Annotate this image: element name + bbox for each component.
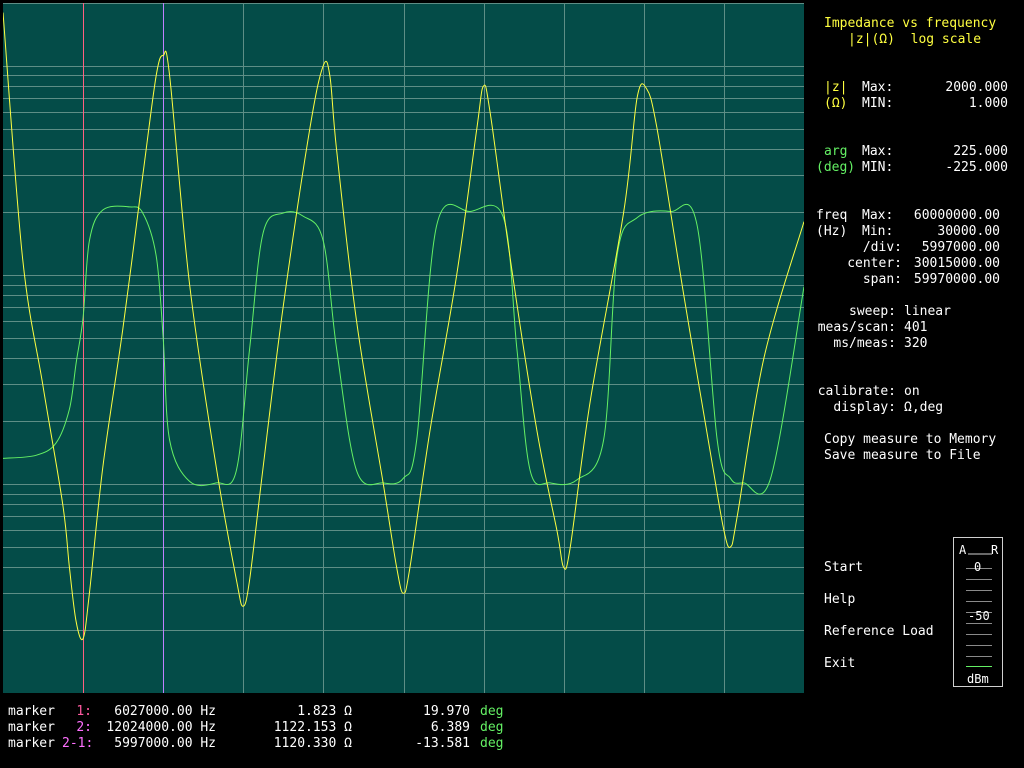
marker-label: marker: [8, 704, 55, 719]
marker-phase-unit: deg: [480, 704, 504, 719]
panel-title: Impedance vs frequency: [824, 16, 997, 31]
center-label: center:: [847, 256, 902, 271]
z-max-label: Max:: [862, 80, 894, 95]
save-to-file-button[interactable]: Save measure to File: [824, 448, 981, 463]
span-value: 59970000.00: [913, 272, 1000, 287]
arg-min-value: -225.000: [945, 160, 1008, 175]
meter-minus50-label: -50: [968, 609, 990, 623]
marker-id: 2-1:: [62, 736, 94, 751]
marker-freq: 12024000.00 Hz: [106, 720, 216, 735]
marker-freq: 5997000.00 Hz: [114, 736, 216, 751]
arg-unit: (deg): [816, 160, 856, 175]
freq-unit: (Hz): [816, 224, 848, 239]
meter-scale: [966, 553, 992, 667]
z-min-label: MIN:: [862, 96, 894, 111]
arg-label: arg: [824, 144, 848, 159]
span-label: span:: [862, 272, 902, 287]
meas-scan-label: meas/scan:: [817, 320, 896, 335]
freq-label: freq: [816, 208, 848, 223]
arg-min-label: MIN:: [862, 160, 894, 175]
ms-meas-label: ms/meas:: [833, 336, 896, 351]
calibrate-label: calibrate:: [817, 384, 896, 399]
meas-scan-value: 401: [904, 320, 928, 335]
z-label: |z|: [824, 80, 848, 95]
marker-phase: 6.389: [430, 720, 470, 735]
div-label: /div:: [862, 240, 902, 255]
marker-phase-unit: deg: [480, 736, 504, 751]
display-value: Ω,deg: [904, 400, 944, 415]
meter-a-label: A: [959, 543, 967, 557]
calibrate-value: on: [904, 384, 920, 399]
meter-zero-label: 0: [974, 560, 982, 574]
vertical-gridlines: [83, 3, 725, 693]
freq-max-value: 60000000.00: [913, 208, 1000, 223]
freq-min-label: Min:: [862, 224, 894, 239]
marker-impedance: 1.823 Ω: [297, 704, 352, 719]
z-min-value: 1.000: [968, 96, 1008, 111]
reference-load-button[interactable]: Reference Load: [824, 624, 934, 639]
panel-subtitle: |z|(Ω) log scale: [848, 32, 982, 47]
z-unit: (Ω): [824, 96, 848, 111]
magnitude-trace: [3, 12, 804, 641]
marker-label: marker: [8, 736, 55, 751]
ms-meas-value: 320: [904, 336, 928, 351]
marker-id: 1:: [76, 704, 92, 719]
log-gridlines: [3, 3, 804, 631]
z-max-value: 2000.000: [945, 80, 1008, 95]
plot-canvas: [3, 3, 804, 693]
start-button[interactable]: Start: [824, 560, 864, 575]
marker-impedance: 1122.153 Ω: [273, 720, 352, 735]
marker-phase: -13.581: [415, 736, 470, 751]
freq-max-label: Max:: [862, 208, 894, 223]
center-value: 30015000.00: [913, 256, 1000, 271]
marker-readout: marker 1: 6027000.00 Hz 1.823 Ω 19.970 d…: [0, 700, 1024, 768]
marker-phase-unit: deg: [480, 720, 504, 735]
freq-min-value: 30000.00: [937, 224, 1000, 239]
arg-max-value: 225.000: [953, 144, 1008, 159]
level-meter: A R 0 -50 dBm: [953, 537, 1003, 687]
div-value: 5997000.00: [921, 240, 1000, 255]
settings-panel: Impedance vs frequency |z|(Ω) log scale …: [810, 0, 1020, 700]
marker-id: 2:: [76, 720, 92, 735]
arg-max-label: Max:: [862, 144, 894, 159]
impedance-plot[interactable]: [3, 3, 804, 693]
sweep-label: sweep:: [849, 304, 896, 319]
marker-freq: 6027000.00 Hz: [114, 704, 216, 719]
help-button[interactable]: Help: [824, 592, 856, 607]
meter-unit-label: dBm: [967, 672, 989, 686]
marker-phase: 19.970: [423, 704, 470, 719]
exit-button[interactable]: Exit: [824, 656, 856, 671]
copy-to-memory-button[interactable]: Copy measure to Memory: [824, 432, 997, 447]
marker-label: marker: [8, 720, 55, 735]
sweep-value: linear: [904, 304, 951, 319]
phase-trace: [3, 203, 804, 495]
meter-r-label: R: [991, 543, 999, 557]
display-label: display:: [833, 400, 896, 415]
marker-impedance: 1120.330 Ω: [273, 736, 352, 751]
